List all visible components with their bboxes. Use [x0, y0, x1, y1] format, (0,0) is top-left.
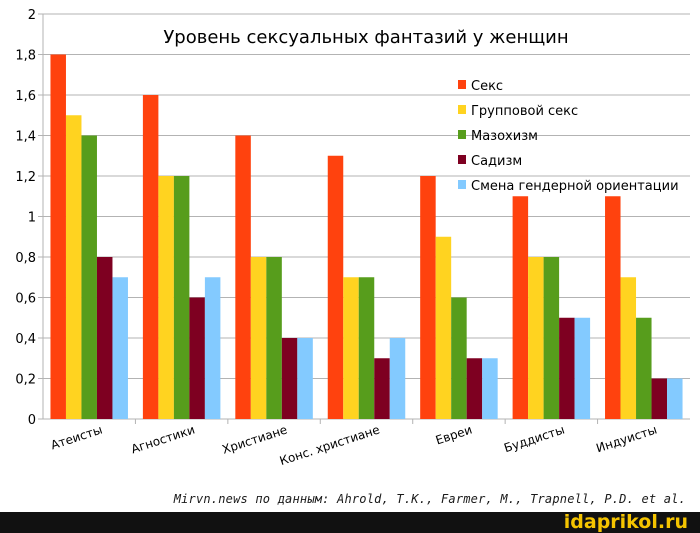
y-tick-label: 1,4	[15, 130, 36, 145]
bar	[651, 378, 668, 419]
watermark-logo: idaprikol.ru	[563, 511, 688, 533]
bar	[50, 54, 66, 419]
y-tick-label: 1,8	[15, 49, 36, 64]
bar	[96, 257, 113, 419]
bar	[281, 338, 298, 419]
bar	[435, 236, 452, 419]
x-tick-label: Индуисты	[594, 423, 658, 456]
bar	[512, 196, 529, 419]
bar	[173, 176, 190, 419]
legend-label: Секс	[471, 79, 503, 94]
bar	[667, 378, 683, 419]
legend-swatch	[458, 80, 466, 89]
bar	[266, 257, 282, 419]
y-tick-label: 0,2	[15, 373, 36, 388]
bar	[158, 176, 174, 419]
bar	[297, 338, 313, 419]
x-tick-label: Агностики	[129, 423, 196, 457]
y-tick-label: 0,8	[15, 251, 36, 266]
bar	[204, 277, 221, 419]
legend-swatch	[458, 155, 466, 164]
bar	[574, 317, 591, 419]
bar	[142, 95, 159, 419]
chart: 0 0,2 0,4 0,6 0,8 1 1,2 1,4 1,6 1,8 2 Атеисты Агност…	[15, 8, 690, 469]
bar	[327, 155, 344, 419]
bar	[528, 257, 544, 419]
legend-label: Смена гендерной ориентации	[471, 179, 679, 194]
y-tick-label: 1,6	[15, 89, 36, 104]
bar	[559, 317, 575, 419]
bar	[482, 358, 498, 419]
legend-swatch	[458, 130, 466, 139]
bar	[620, 277, 637, 419]
x-tick-label: Христиане	[220, 423, 289, 457]
y-tick-label: 1	[28, 211, 36, 226]
source-credit: Mirvn.news по данным: Ahrold, T.K., Farm…	[173, 492, 686, 506]
bar	[343, 277, 359, 419]
bar	[235, 135, 251, 419]
x-tick-label: Евреи	[434, 423, 474, 448]
chart-title: Уровень сексуальных фантазий у женщин	[163, 27, 568, 48]
legend-swatch	[458, 180, 466, 189]
legend-label: Садизм	[471, 154, 522, 169]
bar	[605, 196, 621, 419]
y-tick-label: 2	[28, 8, 36, 23]
y-tick-label: 0,6	[15, 292, 36, 307]
bar	[466, 358, 483, 419]
legend-swatch	[458, 105, 466, 114]
x-tick-label: Атеисты	[49, 423, 104, 453]
bar	[636, 317, 652, 419]
bar	[389, 338, 406, 419]
bar	[420, 176, 436, 419]
bar	[250, 257, 267, 419]
x-tick-label: Буддисты	[502, 423, 566, 456]
legend-label: Групповой секс	[471, 104, 578, 119]
bar	[451, 297, 467, 419]
watermark-bar: idaprikol.ru	[0, 512, 700, 533]
bar	[374, 358, 390, 419]
bar	[189, 297, 205, 419]
y-tick-label: 1,2	[15, 170, 36, 185]
y-tick-label: 0	[28, 413, 36, 428]
bar	[81, 135, 97, 419]
legend-label: Мазохизм	[471, 129, 538, 144]
bar	[358, 277, 375, 419]
bar	[543, 257, 560, 419]
bar	[112, 277, 128, 419]
bar	[65, 115, 82, 419]
x-tick-label: Конс. христиане	[278, 423, 382, 469]
y-tick-label: 0,4	[15, 332, 36, 347]
